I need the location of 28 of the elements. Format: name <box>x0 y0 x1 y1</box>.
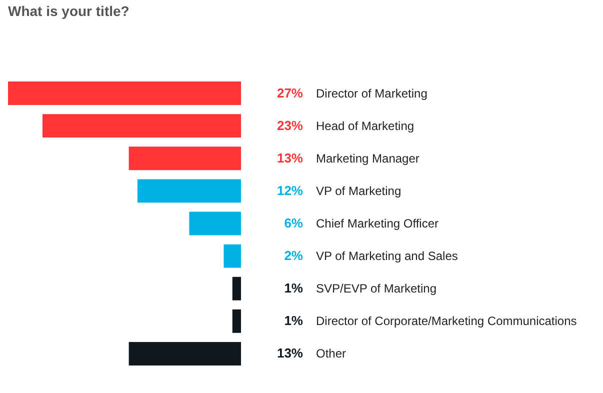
y-tick-label: Marketing Manager <box>316 151 420 166</box>
bar <box>8 82 241 105</box>
y-tick-label: Other <box>316 346 346 361</box>
bar <box>128 146 241 170</box>
chart-title: What is your title? <box>8 3 130 19</box>
y-tick-label: Head of Marketing <box>316 118 414 133</box>
data-label: 2% <box>284 248 304 264</box>
y-tick-label: VP of Marketing <box>316 184 402 198</box>
bar <box>189 212 241 236</box>
y-tick-label: VP of Marketing and Sales <box>316 249 458 264</box>
data-label: 6% <box>284 216 304 230</box>
data-label: 27% <box>276 85 304 100</box>
data-label: 23% <box>276 118 304 133</box>
bar <box>137 179 241 203</box>
data-label: 12% <box>276 182 304 198</box>
data-label: 1% <box>284 313 304 328</box>
y-tick-label: SVP/EVP of Marketing <box>316 282 437 296</box>
y-tick-label: Chief Marketing Officer <box>316 216 438 230</box>
bar <box>42 114 241 138</box>
bar <box>224 244 241 268</box>
bar <box>128 342 241 366</box>
bar <box>232 309 241 333</box>
data-label: 1% <box>284 280 304 296</box>
bar <box>232 276 241 300</box>
data-label: 13% <box>276 346 304 361</box>
y-tick-label: Director of Marketing <box>316 86 428 100</box>
data-label: 13% <box>276 150 304 166</box>
y-tick-label: Director of Corporate/Marketing Communications <box>316 314 577 328</box>
